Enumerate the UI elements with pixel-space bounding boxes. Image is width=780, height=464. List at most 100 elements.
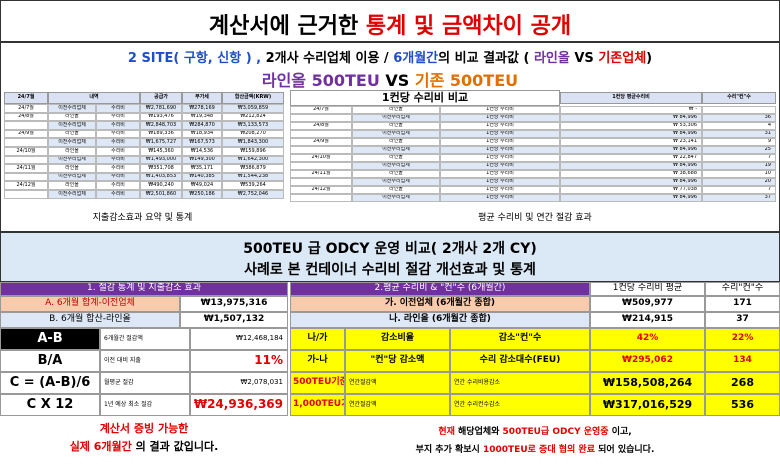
table-cell: [4, 138, 48, 147]
table-cell: ₩ 84,996: [560, 194, 702, 202]
text-segment: 2 SITE( 구항, 신항 ) ,: [127, 51, 266, 66]
text-segment: 되어 있습니다.: [595, 445, 655, 455]
table-cell: 7: [702, 154, 776, 162]
row-label: 1년 예상 최소 절감: [100, 394, 190, 416]
table-cell: 나/가: [290, 328, 345, 350]
table-cell: ₩ -: [560, 106, 702, 114]
table-cell: 22%: [705, 328, 780, 350]
table-cell: 500TEU기준: [290, 372, 345, 394]
row-label: A. 6개월 합계-이전업체: [0, 296, 180, 312]
table-cell: 이전수리업체: [48, 172, 96, 182]
table-cell: 라인올: [352, 170, 440, 178]
table-cell: 이전수리업체: [48, 190, 96, 199]
table-cell: 37: [702, 194, 776, 202]
table-cell: ₩317,016,529: [590, 394, 705, 416]
footer: 실제 6개월간 의 결과 값입니다.: [0, 438, 288, 454]
table-cell: 1컨당 수리비: [440, 146, 560, 154]
column-header: 수리"컨"수: [705, 282, 780, 296]
table-cell: ₩1,403,853: [140, 172, 182, 182]
table-cell: 24/11월: [4, 164, 48, 173]
table-cell: 이전수리업체: [48, 155, 96, 165]
banner-box: [0, 232, 780, 282]
table-header: 합산금액(KRW): [222, 92, 284, 104]
table-cell: 1컨당 수리비: [440, 114, 560, 122]
table-cell: ₩1,642,300: [222, 155, 284, 165]
row-label: 6개월간 절감액: [100, 328, 190, 350]
row-value: ₩24,936,369: [190, 394, 288, 416]
text-segment: 해당업체와: [454, 427, 503, 437]
table-cell: ₩1,675,727: [140, 138, 182, 147]
table-cell: 20: [702, 178, 776, 186]
table-cell: [290, 194, 352, 202]
table-cell: ₩250,186: [182, 190, 222, 199]
table-cell: ₩ 84,996: [560, 178, 702, 186]
table-cell: 감소비율: [345, 328, 450, 350]
footer: 계산서 증빙 가능한: [99, 422, 189, 435]
table-cell: ₩ 84,996: [560, 162, 702, 170]
table-cell: 수리비: [96, 181, 140, 190]
table-cell: ₩140,385: [182, 172, 222, 182]
table-header: 1컨당 평균수리비: [560, 92, 702, 104]
table-cell: 24/10월: [4, 147, 48, 156]
table-cell: 라인올: [352, 122, 440, 130]
table-cell: 라인올: [48, 129, 96, 139]
footer: 현재 해당업체와 500TEU급 ODCY 운영중 이고,: [290, 424, 780, 437]
table-cell: [290, 162, 352, 170]
table-cell: 24/9월: [290, 138, 352, 146]
table-cell: 이전수리업체: [48, 104, 96, 113]
table-cell: 수리비: [96, 104, 140, 113]
table-cell: 1컨당 수리비: [440, 186, 560, 194]
table-cell: [4, 172, 48, 182]
table-cell: 24/7월: [4, 104, 48, 113]
table-cell: 수리비: [96, 138, 140, 147]
footer: 부지 추가 확보시 1000TEU로 증대 협의 완료 되어 있습니다.: [290, 442, 780, 455]
table-cell: ₩167,573: [182, 138, 222, 147]
table-cell: ₩ 84,996: [560, 146, 702, 154]
text-segment: ): [646, 51, 653, 66]
section-header: 2.평균 수리비 & "컨"수 (6개월간): [290, 282, 590, 296]
table-cell: 24/12월: [4, 181, 48, 190]
table-cell: 19: [702, 162, 776, 170]
row-value: ₩13,975,316: [180, 296, 288, 312]
table-header: 수리"컨"수: [702, 92, 776, 104]
table-cell: 1컨당 수리비: [440, 106, 560, 114]
section-header: 1. 절감 통계 및 지출감소 효과: [0, 282, 288, 296]
text-segment: 500TEU급 ODCY 운영중: [502, 427, 609, 437]
table-cell: [4, 121, 48, 130]
table-cell: 536: [705, 394, 780, 416]
table-cell: ₩3,059,859: [222, 104, 284, 113]
table-cell: ₩ 77,038: [560, 186, 702, 194]
row-label: 가. 이전업체 (6개월간 종합): [290, 296, 590, 312]
table-cell: 1컨당 수리비: [440, 154, 560, 162]
table-cell: 24/12월: [290, 186, 352, 194]
table-cell: 수리비: [96, 172, 140, 182]
table-cell: ₩ 53,306: [560, 122, 702, 130]
table-cell: 24/8월: [4, 112, 48, 122]
table-cell: 4: [702, 122, 776, 130]
table-cell: [290, 130, 352, 138]
table-cell: ₩145,360: [140, 147, 182, 156]
table-cell: 라인올: [48, 112, 96, 122]
table-cell: ₩351,708: [140, 164, 182, 173]
table-cell: 이전수리업체: [352, 130, 440, 138]
table-cell: ₩159,896: [222, 147, 284, 156]
text-segment: 계산서에 근거한: [208, 14, 366, 39]
row-value: ₩214,915: [590, 312, 705, 328]
text-segment: 통계 및 금액차이 공개: [365, 14, 572, 39]
formula: C X 12: [0, 394, 100, 416]
table-cell: [290, 178, 352, 186]
table-cell: 수리비: [96, 147, 140, 156]
table-cell: ₩386,879: [222, 164, 284, 173]
text-segment: 기존 500TEU: [414, 71, 519, 90]
table-cell: 1,000TEU기준: [290, 394, 345, 416]
table-cell: ₩2,781,690: [140, 104, 182, 113]
row-value: 11%: [190, 350, 288, 372]
row-value: 37: [705, 312, 780, 328]
table-cell: 이전수리업체: [48, 121, 96, 130]
row-label: 나. 라인올 (6개월간 종합): [290, 312, 590, 328]
text-segment: 기존업체: [598, 51, 647, 66]
table-cell: 31: [702, 130, 776, 138]
table-cell: ₩539,264: [222, 181, 284, 190]
row-value: ₩12,468,184: [190, 328, 288, 350]
table-cell: 1컨당 수리비: [440, 178, 560, 186]
